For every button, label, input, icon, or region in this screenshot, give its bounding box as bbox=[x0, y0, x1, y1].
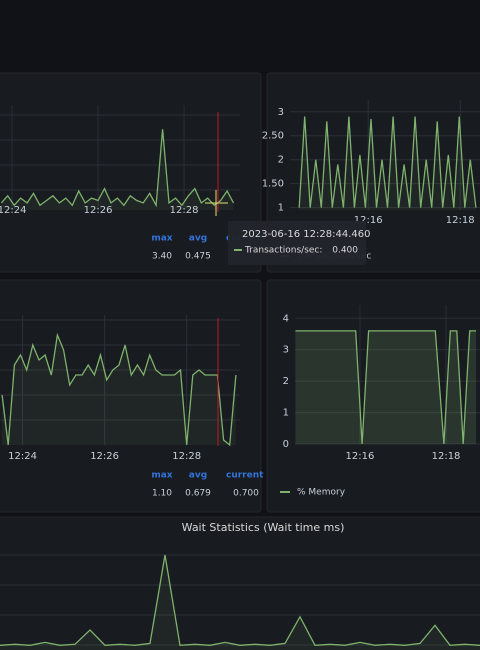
panel bbox=[266, 279, 480, 513]
legend-header: max bbox=[151, 234, 172, 244]
series-line bbox=[0, 554, 480, 646]
y-tick-label: 1.50 bbox=[262, 179, 284, 190]
x-tick-label: 12:24 bbox=[8, 451, 37, 462]
chart bbox=[0, 105, 240, 210]
y-tick-label: 0 bbox=[283, 439, 289, 450]
tooltip-value: 0.400 bbox=[332, 246, 358, 256]
x-tick-label: 12:24 bbox=[0, 205, 26, 216]
legend-header: max bbox=[151, 471, 172, 481]
area bbox=[299, 116, 476, 210]
y-tick-label: 4 bbox=[283, 313, 289, 324]
chart bbox=[295, 305, 480, 445]
legend-header: avg bbox=[189, 471, 207, 481]
tooltip-time: 2023-06-16 12:28:44.460 bbox=[242, 229, 370, 240]
chart bbox=[0, 554, 480, 650]
series-line bbox=[0, 129, 235, 208]
x-tick-label: 12:28 bbox=[170, 205, 199, 216]
y-tick-label: 3 bbox=[278, 107, 284, 118]
series-line bbox=[298, 116, 477, 208]
legend-value: 0.700 bbox=[233, 489, 259, 499]
chart bbox=[290, 100, 480, 210]
legend-header: current bbox=[226, 471, 264, 481]
legend-header: avg bbox=[189, 234, 207, 244]
area bbox=[295, 330, 477, 444]
panel bbox=[0, 279, 262, 513]
series-line bbox=[1, 332, 237, 447]
y-tick-label: 2 bbox=[283, 376, 289, 387]
tooltip-series: Transactions/sec: bbox=[244, 246, 322, 256]
y-tick-label: 2.50 bbox=[262, 131, 284, 142]
tooltip-box bbox=[228, 221, 366, 265]
legend-value: 3.40 bbox=[152, 252, 172, 262]
panel bbox=[0, 72, 262, 273]
area bbox=[0, 555, 480, 650]
area bbox=[2, 335, 236, 445]
crosshair bbox=[205, 190, 228, 216]
tooltip: 2023-06-16 12:28:44.460 Transactions/sec… bbox=[228, 221, 370, 265]
legend-label: % Memory bbox=[297, 488, 346, 498]
x-tick-label: 12:26 bbox=[90, 451, 119, 462]
x-tick-label: 12:28 bbox=[172, 451, 201, 462]
y-tick-label: 1 bbox=[278, 203, 284, 214]
legend-value: 1.10 bbox=[152, 489, 172, 499]
panel-title: Wait Statistics (Wait time ms) bbox=[182, 521, 345, 534]
charts: 12:2412:2612:28maxavgcurrent3.400.47511.… bbox=[0, 100, 480, 650]
chart bbox=[0, 315, 240, 447]
series-line bbox=[295, 330, 477, 445]
x-tick-label: 12:16 bbox=[346, 451, 375, 462]
y-tick-label: 2 bbox=[278, 155, 284, 166]
y-tick-label: 1 bbox=[283, 408, 289, 419]
panel bbox=[0, 516, 480, 650]
x-tick-label: 12:18 bbox=[446, 215, 475, 226]
y-tick-label: 3 bbox=[283, 345, 289, 356]
x-tick-label: 12:26 bbox=[84, 205, 113, 216]
legend-value: 0.475 bbox=[185, 252, 211, 262]
x-tick-label: 12:18 bbox=[432, 451, 461, 462]
legend-value: 0.679 bbox=[185, 489, 211, 499]
x-tick-label: 12:16 bbox=[354, 215, 383, 226]
